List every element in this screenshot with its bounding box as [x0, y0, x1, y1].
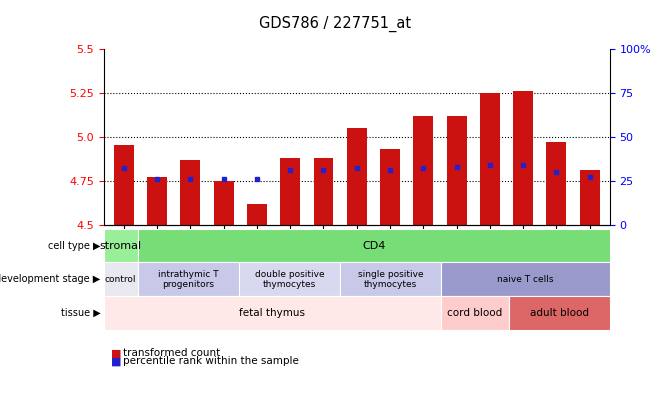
Bar: [580, 170, 600, 225]
Text: control: control: [105, 275, 137, 284]
Text: development stage ▶: development stage ▶: [0, 274, 100, 284]
Text: naive T cells: naive T cells: [497, 275, 553, 284]
Bar: [347, 128, 366, 225]
Bar: [280, 158, 300, 225]
Text: stromal: stromal: [100, 241, 142, 251]
Bar: [380, 149, 400, 225]
Text: percentile rank within the sample: percentile rank within the sample: [123, 356, 299, 366]
Text: single positive
thymocytes: single positive thymocytes: [358, 270, 423, 289]
Text: CD4: CD4: [362, 241, 385, 251]
Text: ■: ■: [111, 348, 121, 358]
Text: tissue ▶: tissue ▶: [61, 308, 100, 318]
Bar: [513, 91, 533, 225]
Bar: [547, 142, 566, 225]
Text: double positive
thymocytes: double positive thymocytes: [255, 270, 324, 289]
Text: cell type ▶: cell type ▶: [48, 241, 100, 251]
Bar: [413, 115, 433, 225]
Text: adult blood: adult blood: [529, 308, 589, 318]
Bar: [114, 145, 134, 225]
Text: ■: ■: [111, 356, 121, 366]
Bar: [247, 204, 267, 225]
Bar: [480, 93, 500, 225]
Text: transformed count: transformed count: [123, 348, 220, 358]
Text: cord blood: cord blood: [447, 308, 502, 318]
Bar: [314, 158, 334, 225]
Bar: [214, 181, 234, 225]
Bar: [447, 115, 466, 225]
Text: GDS786 / 227751_at: GDS786 / 227751_at: [259, 16, 411, 32]
Text: intrathymic T
progenitors: intrathymic T progenitors: [158, 270, 218, 289]
Bar: [147, 177, 167, 225]
Bar: [180, 160, 200, 225]
Text: fetal thymus: fetal thymus: [239, 308, 306, 318]
